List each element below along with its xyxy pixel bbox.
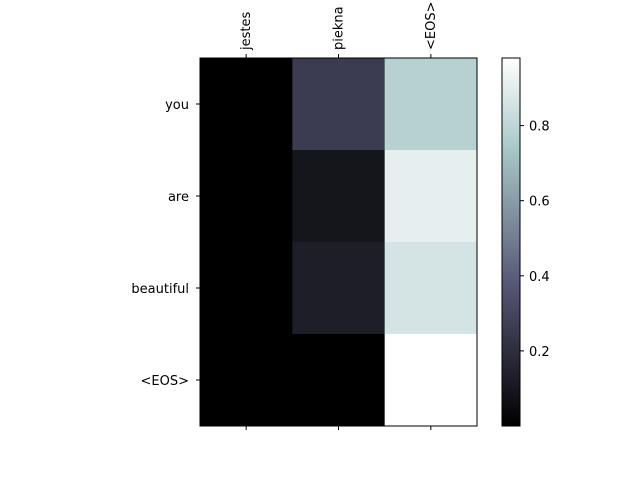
heatmap-cell xyxy=(292,58,386,151)
colorbar-ticks: 0.2 0.4 0.6 0.8 xyxy=(520,120,550,360)
colorbar xyxy=(501,57,521,427)
heatmap-cell xyxy=(384,58,478,151)
y-tick-label: <EOS> xyxy=(141,374,189,389)
x-tick-label: <EOS> xyxy=(424,2,439,50)
heatmap-cells xyxy=(200,58,478,427)
y-tick-label: are xyxy=(168,190,189,205)
heatmap-cell xyxy=(384,150,478,243)
heatmap-cell xyxy=(200,334,293,427)
heatmap-cell xyxy=(200,242,293,335)
colorbar-tick-label: 0.2 xyxy=(529,345,550,360)
colorbar-tick-label: 0.4 xyxy=(529,270,550,285)
y-tick-label: you xyxy=(165,98,189,113)
colorbar-tick-label: 0.6 xyxy=(529,195,550,210)
colorbar-tick-label: 0.8 xyxy=(529,120,550,135)
heatmap-cell xyxy=(384,242,478,335)
heatmap-cell xyxy=(292,150,386,243)
heatmap-cell xyxy=(292,242,386,335)
heatmap-cell xyxy=(384,334,478,427)
heatmap-cell xyxy=(292,334,386,427)
x-tick-label: jestes xyxy=(239,12,254,51)
x-axis-ticks: jestes piekna <EOS> xyxy=(239,2,439,430)
y-axis-ticks: you are beautiful <EOS> xyxy=(131,98,200,389)
heatmap-cell xyxy=(200,150,293,243)
heatmap-cell xyxy=(200,58,293,151)
x-tick-label: piekna xyxy=(332,6,347,50)
y-tick-label: beautiful xyxy=(131,282,189,297)
